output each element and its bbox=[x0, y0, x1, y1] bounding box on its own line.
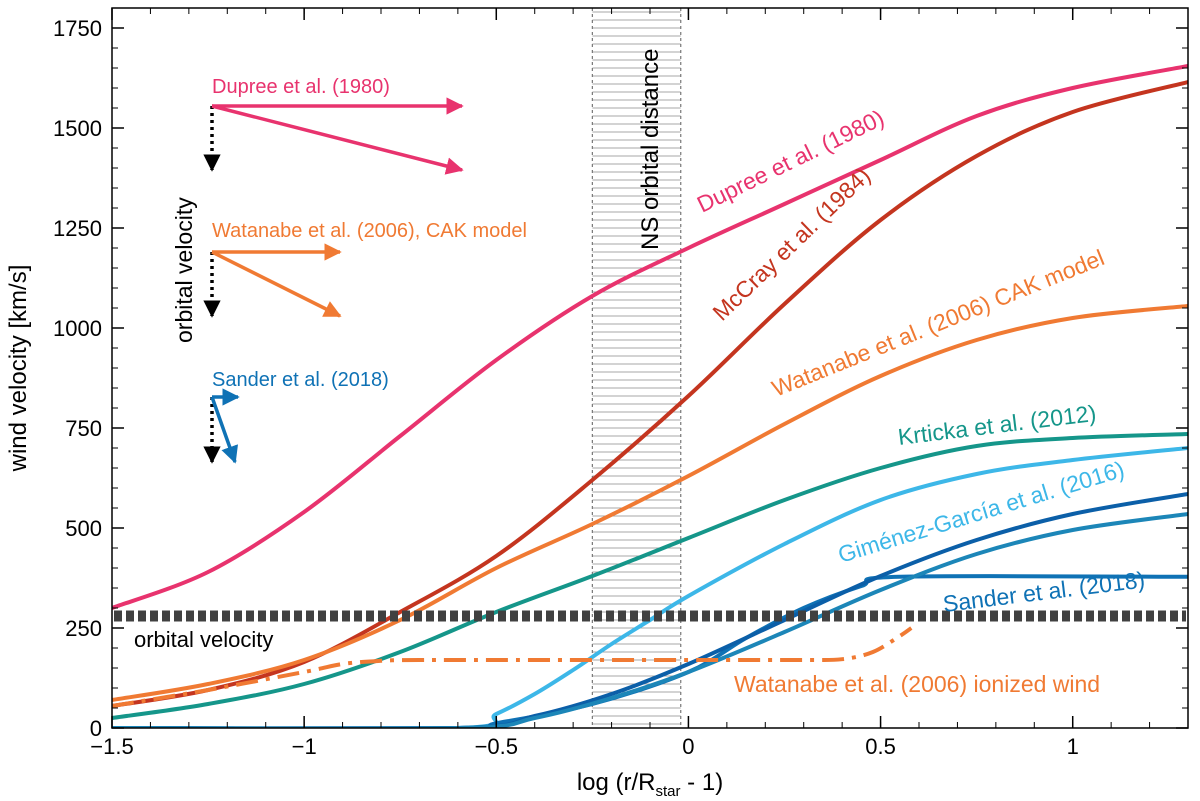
y-tick-label-4: 1000 bbox=[53, 316, 102, 341]
y-tick-label-5: 1250 bbox=[53, 216, 102, 241]
inset-velocity-arrow-0-1 bbox=[211, 104, 464, 175]
y-tick-label-3: 750 bbox=[65, 416, 102, 441]
inset-orbital-velocity-label: orbital velocity bbox=[171, 197, 197, 343]
velocity-inset: orbital velocity Dupree et al. (1980) Wata… bbox=[171, 76, 527, 464]
x-tick-label-4: 0.5 bbox=[865, 734, 896, 759]
curve-label-5: Sander et al. (2018) bbox=[941, 566, 1146, 617]
y-tick-label-2: 500 bbox=[65, 516, 102, 541]
ns-band-label: NS orbital distance bbox=[637, 49, 664, 250]
orbital-velocity-line: orbital velocity bbox=[114, 610, 1186, 652]
orbital-velocity-label: orbital velocity bbox=[134, 627, 273, 652]
curve-label-6: Watanabe et al. (2006) ionized wind bbox=[734, 671, 1100, 697]
inset-group-label-0: Dupree et al. (1980) bbox=[212, 76, 390, 98]
inset-velocity-arrow-2-1 bbox=[210, 396, 238, 464]
inset-group-label-2: Sander et al. (2018) bbox=[212, 369, 389, 391]
y-tick-label-1: 250 bbox=[65, 616, 102, 641]
series-line-6 bbox=[112, 492, 1188, 728]
y-tick-label-6: 1500 bbox=[53, 116, 102, 141]
x-tick-label-2: −0.5 bbox=[475, 734, 518, 759]
inset-group-label-1: Watanabe et al. (2006), CAK model bbox=[212, 220, 527, 242]
series-line-3 bbox=[112, 432, 1188, 720]
x-axis-label: log (r/Rstar - 1) bbox=[577, 769, 723, 800]
x-tick-label-5: 1 bbox=[1067, 734, 1079, 759]
ns-orbital-band: NS orbital distance bbox=[591, 8, 682, 728]
curve-label-2: Watanabe et al. (2006) CAK model bbox=[768, 244, 1108, 401]
y-tick-label-7: 1750 bbox=[53, 16, 102, 41]
inset-velocity-arrow-1-1 bbox=[211, 250, 342, 318]
series-line-2 bbox=[112, 304, 1188, 702]
x-tick-label-1: −1 bbox=[292, 734, 317, 759]
y-tick-label-0: 0 bbox=[90, 716, 102, 741]
y-axis-label: wind velocity [km/s] bbox=[5, 265, 32, 473]
x-tick-label-3: 0 bbox=[682, 734, 694, 759]
x-tick-label-0: −1.5 bbox=[90, 734, 133, 759]
series-line-8 bbox=[112, 626, 913, 708]
series-layer bbox=[112, 64, 1188, 728]
series-line-7 bbox=[112, 512, 1188, 728]
axes: −1.5 −1 −0.5 0 0.5 1 0 250 500 750 1000 1250 1500 175… bbox=[5, 7, 1189, 800]
series-line-0 bbox=[112, 64, 1188, 610]
